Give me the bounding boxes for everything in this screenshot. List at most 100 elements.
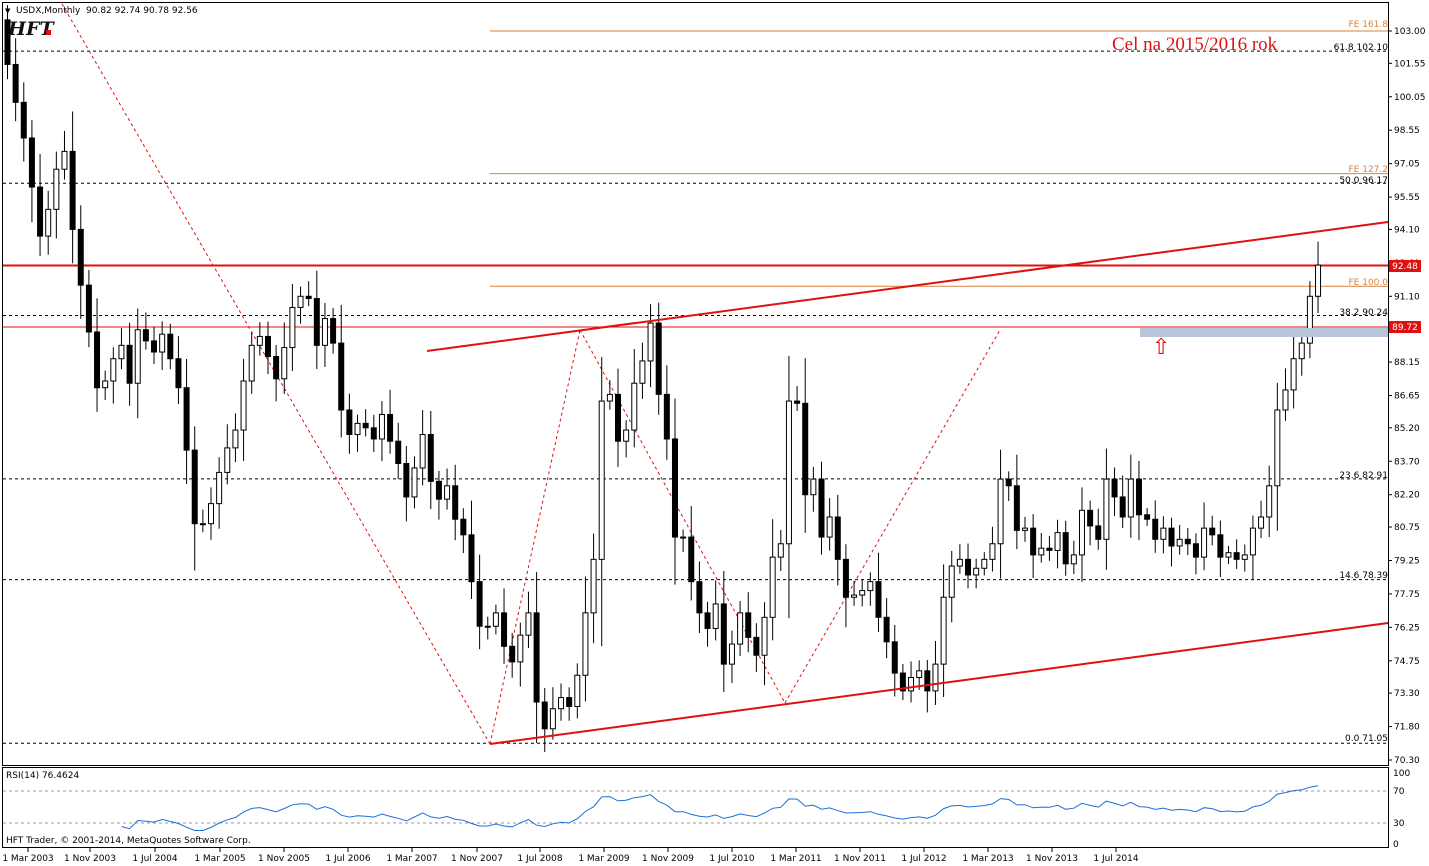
candle — [891, 624, 898, 697]
candle-body-down — [891, 641, 898, 674]
candle — [370, 414, 377, 453]
candle — [688, 506, 695, 601]
candle-body-up — [419, 434, 426, 469]
candle — [1258, 500, 1265, 538]
candle — [533, 572, 540, 743]
candle — [264, 321, 271, 375]
lower-channel-trendline — [489, 622, 1389, 745]
candle — [818, 461, 825, 555]
candle — [1087, 500, 1094, 546]
fe-161-label: FE 161.8 — [1349, 20, 1389, 30]
candle — [720, 570, 727, 693]
candle — [403, 445, 410, 522]
price-tick-label: 85.20 — [1394, 424, 1420, 434]
candle-body-down — [1233, 552, 1240, 560]
candle — [1054, 519, 1061, 569]
candle — [769, 519, 776, 641]
time-axis: 1 Mar 2003 1 Nov 2003 1 Jul 2004 1 Mar 2005… — [2, 848, 1139, 864]
candle — [997, 449, 1004, 579]
candle — [338, 304, 345, 438]
candle-body-down — [435, 480, 442, 500]
candle-body-down — [28, 137, 35, 188]
candle-body-up — [785, 400, 792, 545]
candle — [248, 332, 255, 394]
price-tick-label: 82.20 — [1394, 491, 1420, 501]
candle-body-up — [737, 612, 744, 645]
candle — [12, 38, 19, 122]
candle-body-up — [256, 335, 263, 346]
candle-body-down — [1135, 478, 1142, 516]
candle — [623, 420, 630, 458]
price-tick-label: 70.30 — [1394, 756, 1420, 766]
candle — [558, 683, 565, 721]
candle-body-up — [118, 344, 125, 360]
candle — [810, 466, 817, 512]
candle-body-down — [395, 440, 402, 464]
candle-body-up — [916, 670, 923, 679]
candle — [468, 500, 475, 599]
candle — [834, 494, 841, 586]
candle-body-down — [4, 19, 11, 65]
candle-body-up — [159, 333, 166, 353]
price-tick-label: 88.15 — [1394, 358, 1420, 368]
candle-body-down — [273, 355, 280, 380]
candle-body-down — [753, 636, 760, 656]
candle-body-up — [232, 429, 239, 449]
time-tick-label: 1 Jul 2012 — [901, 854, 946, 864]
candle — [948, 550, 955, 623]
candle — [753, 623, 760, 672]
candle-body-up — [45, 208, 52, 237]
candle-body-up — [1266, 485, 1273, 518]
candle — [476, 554, 483, 650]
candle-body-down — [1152, 518, 1159, 540]
candle — [517, 622, 524, 687]
candle — [696, 561, 703, 634]
candle — [395, 422, 402, 480]
candle — [94, 298, 101, 412]
time-tick-label: 1 Nov 2011 — [834, 854, 886, 864]
candle-body-down — [688, 536, 695, 583]
candle — [794, 386, 801, 411]
candle-body-up — [1022, 527, 1028, 531]
candle-body-up — [53, 168, 60, 210]
candle-body-down — [346, 409, 353, 436]
candle-body-up — [598, 400, 605, 560]
candle-body-up — [558, 697, 565, 710]
candle — [1290, 336, 1297, 409]
candle-body-down — [1005, 478, 1012, 487]
candle — [281, 322, 288, 394]
menu-glyph[interactable]: ▼ — [5, 7, 11, 15]
hft-logo: HFT — [7, 18, 55, 40]
candle — [232, 413, 239, 463]
candle — [460, 508, 467, 554]
candle-body-up — [354, 422, 361, 436]
candle — [582, 576, 589, 702]
candle-body-up — [1290, 358, 1297, 391]
candle-body-up — [680, 536, 687, 539]
candle-body-up — [574, 674, 581, 707]
price-tick-label: 94.10 — [1394, 225, 1420, 235]
copyright: HFT Trader, © 2001-2014, MetaQuotes Soft… — [6, 836, 251, 846]
candle — [273, 345, 280, 402]
time-tick-label: 1 Nov 2009 — [642, 854, 694, 864]
candle-body-down — [1192, 543, 1199, 558]
candle-body-up — [1127, 478, 1134, 518]
rsi-level-100-label: 100 — [1393, 769, 1410, 779]
time-tick-label: 1 Nov 2003 — [64, 854, 116, 864]
candle — [1176, 525, 1183, 555]
candle — [1217, 520, 1224, 577]
candle-body-down — [615, 393, 621, 442]
candle — [615, 368, 621, 467]
fib-fan-line — [489, 329, 581, 745]
candle — [61, 130, 68, 180]
candle-body-down — [671, 438, 678, 538]
candle — [956, 544, 963, 574]
time-tick-label: 1 Mar 2003 — [2, 854, 53, 864]
candle-body-down — [1013, 485, 1020, 531]
candle — [680, 529, 687, 553]
price-tick-label: 86.65 — [1394, 392, 1420, 402]
time-tick-label: 1 Nov 2013 — [1026, 854, 1078, 864]
candle — [842, 544, 849, 628]
candle — [1225, 545, 1232, 564]
